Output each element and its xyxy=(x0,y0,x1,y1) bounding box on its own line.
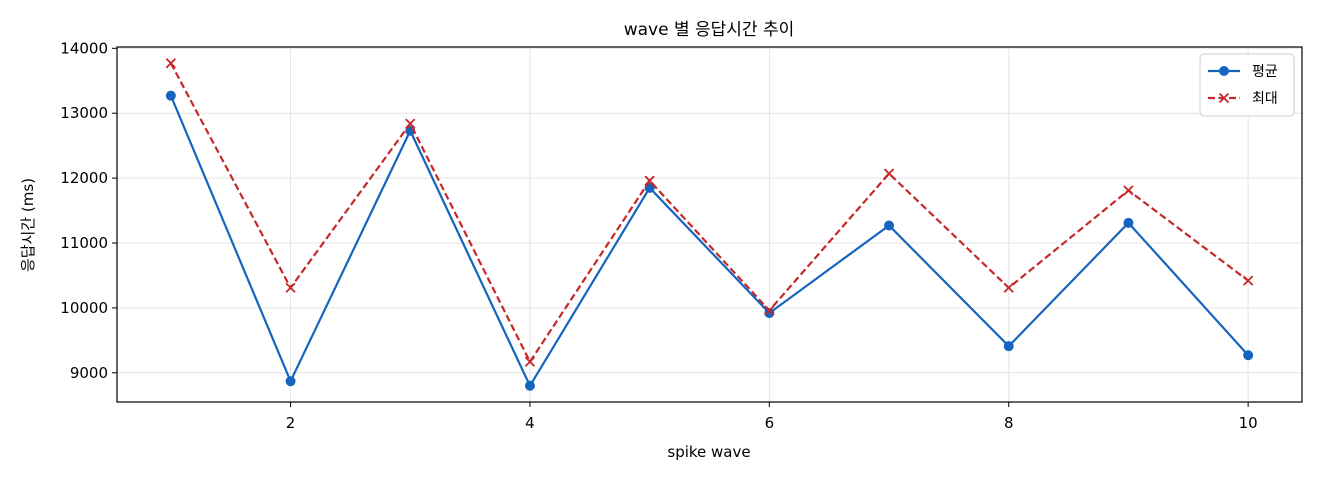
data-point xyxy=(1003,341,1014,352)
legend-box xyxy=(1199,53,1295,117)
data-point xyxy=(644,175,655,186)
y-tick-label: 9000 xyxy=(70,364,108,382)
x-tick-label: 2 xyxy=(286,414,296,432)
plot-frame xyxy=(116,46,1303,403)
x-axis-label: spike wave xyxy=(667,443,750,461)
y-tick-label: 11000 xyxy=(60,234,108,252)
data-point xyxy=(524,380,535,391)
y-tick-label: 12000 xyxy=(60,169,108,187)
tick-layer: 9000 10000 11000 12000 13000 14000 2 4 6 8 10 xyxy=(60,39,1257,432)
data-point xyxy=(165,58,177,69)
legend-item: 평균 xyxy=(1208,64,1278,80)
data-point xyxy=(884,220,895,231)
legend-item: 최대 xyxy=(1208,91,1278,107)
data-point xyxy=(285,376,296,387)
series-2 xyxy=(165,58,1254,367)
series-layer xyxy=(165,58,1254,391)
y-tick-label: 13000 xyxy=(60,104,108,122)
data-point xyxy=(1123,217,1134,228)
x-tick-label: 6 xyxy=(765,414,775,432)
data-point xyxy=(764,308,775,319)
data-point xyxy=(1243,350,1254,361)
y-axis-label: 응답시간 (ms) xyxy=(19,178,37,272)
x-tick-label: 8 xyxy=(1004,414,1014,432)
data-point xyxy=(524,356,536,367)
data-point xyxy=(1123,185,1134,196)
data-point xyxy=(764,305,775,316)
data-point xyxy=(1003,282,1014,293)
data-point xyxy=(1242,275,1254,286)
y-tick-label: 14000 xyxy=(60,39,108,57)
chart-title: wave 별 응답시간 추이 xyxy=(624,20,795,40)
y-tick-label: 10000 xyxy=(60,299,108,317)
series-line xyxy=(169,95,1249,389)
x-tick-label: 4 xyxy=(525,414,535,432)
legend-label: 평균 xyxy=(1252,64,1278,80)
data-point xyxy=(285,282,296,293)
series-line xyxy=(169,62,1249,364)
x-tick-label: 10 xyxy=(1239,414,1258,432)
legend-label: 최대 xyxy=(1252,91,1278,107)
data-point xyxy=(165,90,176,101)
data-point xyxy=(883,168,895,179)
series-1 xyxy=(165,90,1254,391)
data-point xyxy=(405,118,416,129)
